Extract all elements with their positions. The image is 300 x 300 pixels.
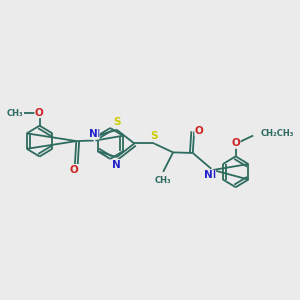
Text: H: H: [91, 129, 99, 139]
Text: O: O: [195, 126, 204, 136]
Text: CH₃: CH₃: [155, 176, 172, 185]
Text: H: H: [208, 170, 216, 180]
Text: CH₂CH₃: CH₂CH₃: [261, 129, 295, 138]
Text: N: N: [89, 129, 98, 139]
Text: O: O: [35, 108, 44, 118]
Text: S: S: [113, 117, 121, 128]
Text: S: S: [151, 131, 158, 141]
Text: N: N: [204, 170, 213, 180]
Text: O: O: [70, 165, 79, 175]
Text: N: N: [112, 160, 121, 170]
Text: O: O: [231, 138, 240, 148]
Text: CH₃: CH₃: [7, 109, 23, 118]
